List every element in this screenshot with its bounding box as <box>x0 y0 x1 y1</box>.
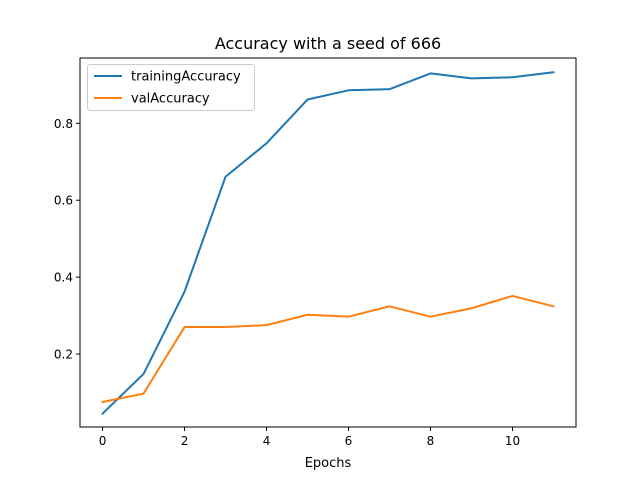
data-point-trainingAccuracy-10 <box>511 76 513 78</box>
data-point-valAccuracy-6 <box>347 316 349 318</box>
x-tick-label: 4 <box>263 434 271 448</box>
data-point-valAccuracy-0 <box>102 401 104 403</box>
x-tick-label: 10 <box>505 434 520 448</box>
data-point-valAccuracy-2 <box>184 326 186 328</box>
data-point-trainingAccuracy-7 <box>388 88 390 90</box>
data-point-trainingAccuracy-11 <box>552 71 554 73</box>
data-point-valAccuracy-8 <box>429 316 431 318</box>
series-line-valAccuracy <box>101 294 555 404</box>
x-tick-label: 0 <box>99 434 107 448</box>
x-tick-label: 2 <box>181 434 189 448</box>
series-lines <box>101 71 555 415</box>
y-tick-label: 0.8 <box>54 117 73 131</box>
data-point-trainingAccuracy-4 <box>266 142 268 144</box>
data-point-valAccuracy-3 <box>225 326 227 328</box>
legend-box <box>87 64 255 111</box>
data-point-valAccuracy-4 <box>266 324 268 326</box>
data-point-trainingAccuracy-9 <box>470 77 472 79</box>
data-point-trainingAccuracy-2 <box>184 291 186 293</box>
data-point-valAccuracy-1 <box>143 393 145 395</box>
x-tick-label: 6 <box>345 434 353 448</box>
data-point-valAccuracy-5 <box>307 314 309 316</box>
axes: 0 2 4 6 8 10 0.2 0.4 0.6 0.8 <box>54 57 577 448</box>
plot-frame <box>79 57 577 428</box>
data-point-valAccuracy-9 <box>470 307 472 309</box>
data-point-trainingAccuracy-8 <box>429 72 431 74</box>
legend-label-trainingAccuracy: trainingAccuracy <box>131 70 241 85</box>
y-tick-label: 0.2 <box>54 347 73 361</box>
data-point-trainingAccuracy-1 <box>143 373 145 375</box>
legend: trainingAccuracy valAccuracy <box>87 64 255 111</box>
y-tick-label: 0.6 <box>54 194 73 208</box>
y-tick-label: 0.4 <box>54 271 73 285</box>
chart-title: Accuracy with a seed of 666 <box>215 34 441 53</box>
x-axis-label: Epochs <box>305 456 352 471</box>
data-point-trainingAccuracy-0 <box>102 413 104 415</box>
data-point-valAccuracy-11 <box>552 305 554 307</box>
series-line-trainingAccuracy <box>101 71 555 415</box>
data-point-valAccuracy-7 <box>388 305 390 307</box>
data-point-trainingAccuracy-6 <box>347 89 349 91</box>
legend-label-valAccuracy: valAccuracy <box>131 92 210 107</box>
data-point-valAccuracy-10 <box>511 295 513 297</box>
data-point-trainingAccuracy-3 <box>225 176 227 178</box>
data-point-trainingAccuracy-5 <box>307 99 309 101</box>
x-tick-label: 8 <box>427 434 435 448</box>
